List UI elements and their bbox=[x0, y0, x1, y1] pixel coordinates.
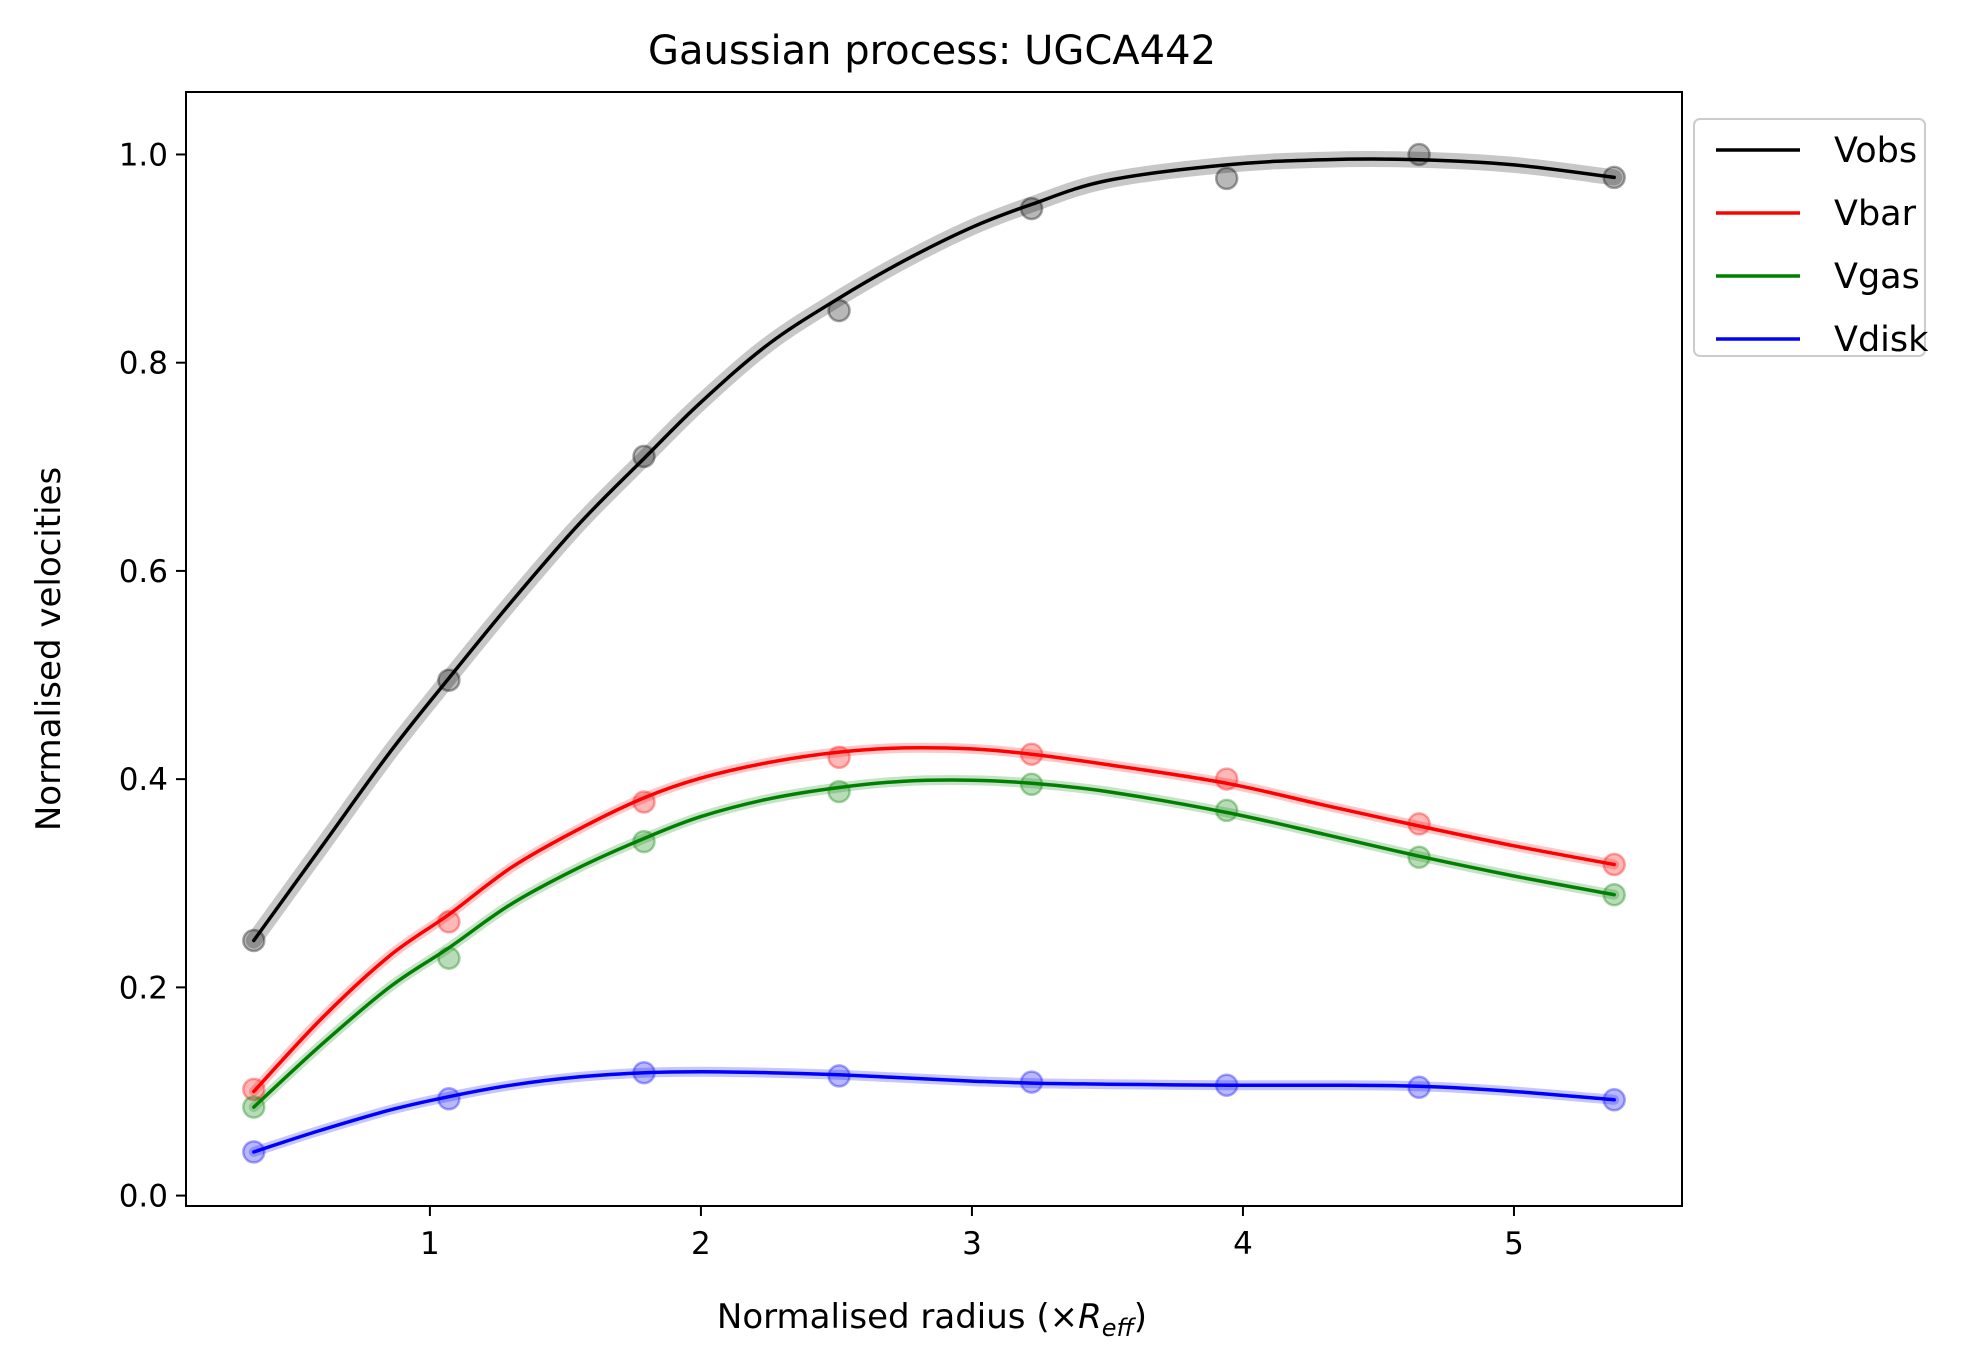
vbar-line bbox=[252, 745, 1616, 1094]
vdisk-point bbox=[1019, 1070, 1044, 1094]
vgas-point bbox=[242, 1095, 266, 1119]
vbar-point bbox=[632, 790, 656, 814]
vdisk-point bbox=[437, 1087, 461, 1111]
y-axis-ticks: 0.0 0.2 0.4 0.6 0.8 1.0 bbox=[119, 137, 186, 1215]
vobs-point bbox=[1019, 196, 1044, 221]
x-tick-label: 4 bbox=[1233, 1226, 1253, 1262]
vgas-point bbox=[437, 946, 461, 970]
vbar-point bbox=[1602, 852, 1626, 877]
x-axis-label-symbol: R bbox=[1078, 1297, 1102, 1337]
legend-frame bbox=[1693, 118, 1926, 357]
vgas-point bbox=[827, 779, 851, 804]
x-axis-label: Normalised radius (×Reff) bbox=[717, 1297, 1147, 1342]
vbar-point bbox=[242, 1077, 266, 1102]
chart-title: Gaussian process: UGCA442 bbox=[648, 28, 1216, 74]
legend-label-vgas: Vgas bbox=[1834, 257, 1920, 297]
legend-label-vobs: Vobs bbox=[1834, 131, 1917, 171]
legend-label-vbar: Vbar bbox=[1834, 194, 1917, 234]
y-tick-label: 0.2 bbox=[119, 970, 168, 1006]
vbar-point bbox=[1214, 767, 1239, 791]
vbar-point bbox=[1019, 742, 1044, 766]
x-tick-label: 2 bbox=[691, 1226, 711, 1262]
vobs-point bbox=[1214, 166, 1239, 191]
vobs-point bbox=[632, 444, 656, 469]
y-tick-label: 0.6 bbox=[119, 554, 168, 590]
x-tick-label: 3 bbox=[962, 1226, 982, 1262]
data-points bbox=[242, 142, 1626, 1164]
legend-label-vdisk: Vdisk bbox=[1834, 320, 1929, 360]
y-tick-label: 0.0 bbox=[119, 1179, 168, 1215]
vobs-point bbox=[437, 668, 461, 692]
plot-area bbox=[242, 142, 1626, 1164]
vgas-point bbox=[1214, 798, 1239, 823]
confidence-bands bbox=[245, 151, 1623, 1157]
vgas-point bbox=[1407, 845, 1431, 869]
y-tick-label: 1.0 bbox=[119, 137, 168, 173]
vdisk-point bbox=[242, 1140, 266, 1164]
y-tick-label: 0.4 bbox=[119, 762, 168, 798]
vdisk-point bbox=[1602, 1088, 1626, 1112]
x-axis-label-subscript: eff bbox=[1102, 1314, 1137, 1342]
x-axis-label-main: Normalised radius (× bbox=[717, 1297, 1078, 1337]
series-lines bbox=[252, 157, 1616, 1154]
vobs-point bbox=[1407, 142, 1431, 167]
vdisk-line bbox=[252, 1069, 1616, 1154]
vgas-point bbox=[632, 829, 656, 854]
vdisk-point bbox=[827, 1064, 851, 1088]
vdisk-point bbox=[632, 1060, 656, 1085]
vobs-point bbox=[242, 928, 266, 953]
vgas-point bbox=[1602, 882, 1626, 907]
plot-frame bbox=[185, 91, 1683, 1207]
x-axis-ticks: 1 2 3 4 5 bbox=[420, 1206, 1524, 1262]
x-tick-label: 1 bbox=[420, 1226, 440, 1262]
x-tick-label: 5 bbox=[1504, 1226, 1524, 1262]
vbar-point bbox=[437, 910, 461, 934]
vobs-point bbox=[827, 298, 851, 323]
vgas-line bbox=[252, 778, 1616, 1109]
y-axis-label: Normalised velocities bbox=[29, 467, 69, 831]
vobs-point bbox=[1602, 165, 1626, 190]
x-axis-label-close: ) bbox=[1134, 1297, 1147, 1337]
y-tick-label: 0.8 bbox=[119, 346, 168, 382]
vobs-line bbox=[252, 157, 1616, 943]
vbar-point bbox=[1407, 812, 1431, 836]
vbar-point bbox=[827, 745, 851, 770]
vgas-point bbox=[1019, 772, 1044, 797]
legend: Vobs Vbar Vgas Vdisk bbox=[1693, 118, 1929, 360]
vdisk-point bbox=[1214, 1073, 1239, 1097]
vdisk-point bbox=[1407, 1075, 1431, 1100]
